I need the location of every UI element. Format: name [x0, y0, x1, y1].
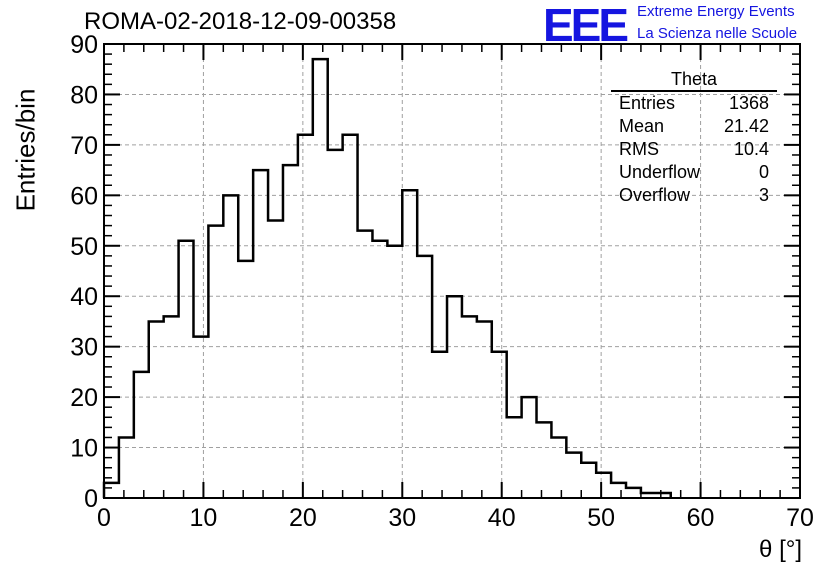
eee-logo-line1: Extreme Energy Events [637, 3, 795, 20]
eee-logo-line2: La Scienza nelle Scuole [637, 25, 798, 42]
stats-title: Theta [611, 68, 777, 92]
stats-label: Underflow [619, 162, 701, 182]
y-tick-label: 80 [70, 81, 98, 109]
y-tick-label: 0 [84, 485, 98, 513]
y-tick-label: 10 [70, 435, 98, 463]
stats-row: Underflow 0 [611, 161, 777, 184]
stats-row: Overflow 3 [611, 184, 777, 207]
stats-row: RMS 10.4 [611, 138, 777, 161]
histogram-outline [102, 57, 672, 498]
y-tick-label: 70 [70, 132, 98, 160]
x-tick-label: 70 [786, 504, 814, 532]
stats-value: 10.4 [733, 139, 769, 159]
y-axis-label: Entries/bin [10, 88, 41, 212]
y-tick-label: 90 [70, 31, 98, 59]
x-tick-label: 20 [289, 504, 317, 532]
y-tick-label: 50 [70, 233, 98, 261]
y-tick-label: 60 [70, 182, 98, 210]
x-tick-label: 30 [388, 504, 416, 532]
y-tick-label: 30 [70, 334, 98, 362]
stats-box: Theta Entries 1368 Mean 21.42 RMS 10.4 U… [611, 68, 777, 207]
stats-row: Mean 21.42 [611, 115, 777, 138]
y-tick-label: 20 [70, 384, 98, 412]
stats-value: 3 [758, 185, 769, 205]
x-tick-label: 40 [488, 504, 516, 532]
stats-value: 1368 [728, 93, 769, 113]
stats-label: Entries [619, 93, 676, 113]
x-tick-label: 0 [97, 504, 111, 532]
y-axis-label-box: Entries/bin [8, 89, 44, 212]
y-tick-label: 40 [70, 283, 98, 311]
stats-label: RMS [619, 139, 659, 159]
x-tick-label: 10 [190, 504, 218, 532]
stats-row: Entries 1368 [611, 92, 777, 115]
x-tick-label: 50 [587, 504, 615, 532]
chart-title: ROMA-02-2018-12-09-00358 [84, 8, 397, 35]
stats-value: 21.42 [723, 116, 769, 136]
eee-logo: EEE [543, 0, 629, 51]
stats-label: Mean [619, 116, 665, 136]
stats-label: Overflow [619, 185, 691, 205]
grid-lines [104, 44, 800, 498]
stats-value: 0 [758, 162, 769, 182]
x-tick-label: 60 [687, 504, 715, 532]
plot-frame [103, 43, 801, 499]
axis-ticks [103, 43, 801, 499]
x-axis-label: θ [°] [759, 536, 802, 563]
